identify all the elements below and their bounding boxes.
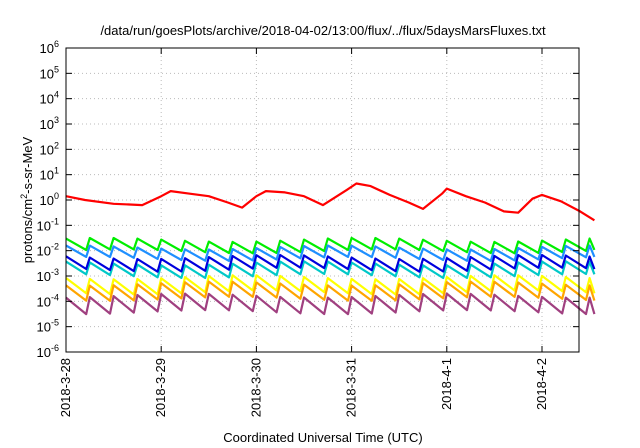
- y-tick-label: 10-4: [37, 292, 59, 309]
- series-line-5: [65, 253, 596, 273]
- y-tick-label: 10-5: [37, 318, 59, 335]
- x-axis: 2018-3-28 2018-3-29 2018-3-30 2018-3-31 2018…: [58, 48, 549, 417]
- series-line-2: [65, 236, 596, 255]
- x-axis-label: Coordinated Universal Time (UTC): [223, 430, 422, 445]
- grid: [66, 48, 579, 352]
- y-tick-label: 101: [40, 166, 59, 183]
- y-axis-label-sup: 2: [19, 194, 29, 199]
- x-tick-label: 2018-4-1: [439, 358, 454, 410]
- y-tick-label: 106: [40, 39, 59, 56]
- y-tick-label: 10-3: [37, 267, 59, 284]
- y-tick-label: 10-6: [37, 343, 59, 360]
- x-tick-label: 2018-4-2: [534, 358, 549, 410]
- y-axis-label-rest: -s-sr-MeV: [20, 136, 35, 193]
- series-line-7: [65, 280, 596, 302]
- x-tick-label: 2018-3-31: [344, 358, 359, 417]
- series-line-3: [65, 244, 596, 262]
- series-line-1: [65, 182, 595, 222]
- y-tick-label: 100: [40, 191, 59, 208]
- y-tick-label: 10-2: [37, 242, 59, 259]
- x-tick-label: 2018-3-29: [153, 358, 168, 417]
- series-line-6: [65, 274, 596, 296]
- chart-title: /data/run/goesPlots/archive/2018-04-02/1…: [100, 23, 546, 38]
- series-line-8: [65, 292, 596, 316]
- x-tick-label: 2018-3-30: [248, 358, 263, 417]
- y-tick-label: 103: [40, 115, 59, 132]
- y-tick-label: 104: [40, 90, 59, 107]
- x-tick-label: 2018-3-28: [58, 358, 73, 417]
- y-tick-label: 102: [40, 140, 59, 157]
- y-axis: 10-6 10-5 10-4 10-3 10-2 10-1 100 101 102 103 104 1…: [37, 39, 579, 360]
- series-lines: [65, 182, 596, 316]
- y-tick-label: 105: [40, 64, 59, 81]
- y-tick-label: 10-1: [37, 216, 59, 233]
- series-line-4: [65, 260, 596, 280]
- y-axis-label: protons/cm2-s-sr-MeV: [19, 136, 35, 263]
- y-axis-label-base: protons/cm: [20, 199, 35, 263]
